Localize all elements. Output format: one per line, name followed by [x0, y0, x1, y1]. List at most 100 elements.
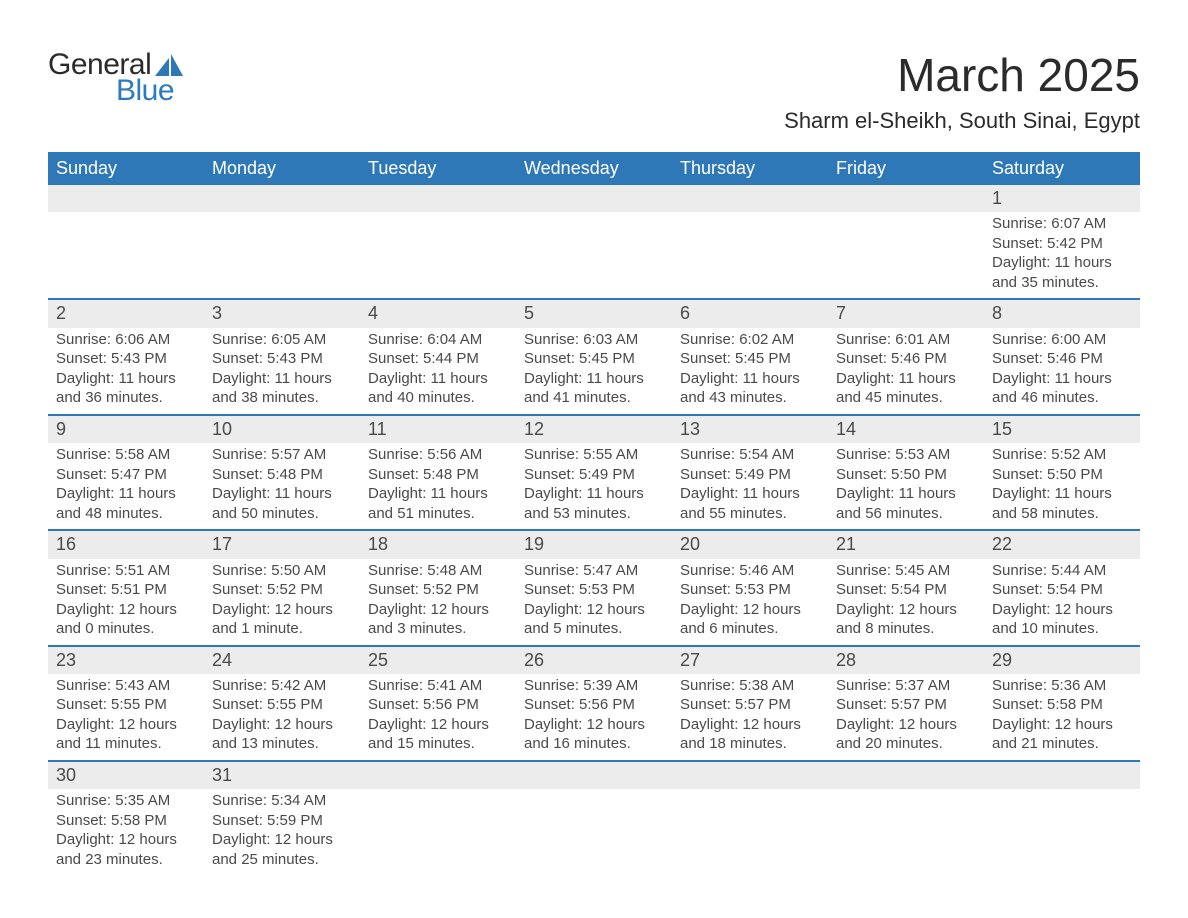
content-row: Sunrise: 5:35 AMSunset: 5:58 PMDaylight:…: [48, 789, 1140, 875]
dl2-text: and 3 minutes.: [368, 619, 508, 639]
dl1-text: Daylight: 12 hours: [524, 715, 664, 735]
day-content-cell: Sunrise: 5:53 AMSunset: 5:50 PMDaylight:…: [828, 443, 984, 530]
sunrise-text: Sunrise: 5:35 AM: [56, 791, 196, 811]
sunrise-text: Sunrise: 5:57 AM: [212, 445, 352, 465]
day-number-cell: 26: [516, 646, 672, 674]
sunset-text: Sunset: 5:54 PM: [992, 580, 1132, 600]
dl2-text: and 45 minutes.: [836, 388, 976, 408]
sunrise-text: Sunrise: 5:36 AM: [992, 676, 1132, 696]
daynum-row: 23242526272829: [48, 646, 1140, 674]
sunset-text: Sunset: 5:51 PM: [56, 580, 196, 600]
day-content-cell: Sunrise: 6:00 AMSunset: 5:46 PMDaylight:…: [984, 328, 1140, 415]
day-content-cell: [672, 789, 828, 875]
dl2-text: and 6 minutes.: [680, 619, 820, 639]
sunrise-text: Sunrise: 5:55 AM: [524, 445, 664, 465]
sunset-text: Sunset: 5:57 PM: [836, 695, 976, 715]
sunset-text: Sunset: 5:55 PM: [212, 695, 352, 715]
day-number-cell: [516, 761, 672, 789]
day-number-cell: [672, 761, 828, 789]
day-content-cell: Sunrise: 5:45 AMSunset: 5:54 PMDaylight:…: [828, 559, 984, 646]
sunset-text: Sunset: 5:42 PM: [992, 234, 1132, 254]
sunrise-text: Sunrise: 5:38 AM: [680, 676, 820, 696]
sunrise-text: Sunrise: 5:53 AM: [836, 445, 976, 465]
day-content-cell: Sunrise: 5:52 AMSunset: 5:50 PMDaylight:…: [984, 443, 1140, 530]
col-header: Sunday: [48, 152, 204, 185]
sunrise-text: Sunrise: 6:02 AM: [680, 330, 820, 350]
dl1-text: Daylight: 12 hours: [836, 600, 976, 620]
month-title: March 2025: [784, 48, 1140, 102]
dl2-text: and 8 minutes.: [836, 619, 976, 639]
sunrise-text: Sunrise: 5:48 AM: [368, 561, 508, 581]
dl1-text: Daylight: 11 hours: [992, 369, 1132, 389]
day-content-cell: [204, 212, 360, 299]
dl1-text: Daylight: 12 hours: [368, 600, 508, 620]
sail-icon: [155, 54, 183, 76]
dl2-text: and 53 minutes.: [524, 504, 664, 524]
sunset-text: Sunset: 5:58 PM: [992, 695, 1132, 715]
calendar-header-row: Sunday Monday Tuesday Wednesday Thursday…: [48, 152, 1140, 185]
header-row: General Blue March 2025 Sharm el-Sheikh,…: [48, 48, 1140, 134]
dl1-text: Daylight: 12 hours: [524, 600, 664, 620]
col-header: Thursday: [672, 152, 828, 185]
day-content-cell: Sunrise: 5:57 AMSunset: 5:48 PMDaylight:…: [204, 443, 360, 530]
sunset-text: Sunset: 5:53 PM: [524, 580, 664, 600]
day-number-cell: 21: [828, 530, 984, 558]
sunrise-text: Sunrise: 6:04 AM: [368, 330, 508, 350]
sunrise-text: Sunrise: 5:34 AM: [212, 791, 352, 811]
daynum-row: 9101112131415: [48, 415, 1140, 443]
sunrise-text: Sunrise: 6:00 AM: [992, 330, 1132, 350]
day-content-cell: Sunrise: 5:38 AMSunset: 5:57 PMDaylight:…: [672, 674, 828, 761]
dl1-text: Daylight: 12 hours: [56, 600, 196, 620]
day-number-cell: 4: [360, 299, 516, 327]
dl2-text: and 25 minutes.: [212, 850, 352, 870]
day-number-cell: [516, 185, 672, 212]
sunset-text: Sunset: 5:50 PM: [836, 465, 976, 485]
sunset-text: Sunset: 5:56 PM: [524, 695, 664, 715]
day-content-cell: Sunrise: 5:35 AMSunset: 5:58 PMDaylight:…: [48, 789, 204, 875]
sunset-text: Sunset: 5:46 PM: [992, 349, 1132, 369]
day-number-cell: 7: [828, 299, 984, 327]
dl2-text: and 20 minutes.: [836, 734, 976, 754]
sunset-text: Sunset: 5:44 PM: [368, 349, 508, 369]
day-number-cell: [828, 185, 984, 212]
dl2-text: and 56 minutes.: [836, 504, 976, 524]
dl1-text: Daylight: 12 hours: [56, 715, 196, 735]
content-row: Sunrise: 5:43 AMSunset: 5:55 PMDaylight:…: [48, 674, 1140, 761]
sunset-text: Sunset: 5:43 PM: [212, 349, 352, 369]
sunset-text: Sunset: 5:55 PM: [56, 695, 196, 715]
dl1-text: Daylight: 11 hours: [836, 484, 976, 504]
day-content-cell: Sunrise: 5:37 AMSunset: 5:57 PMDaylight:…: [828, 674, 984, 761]
sunrise-text: Sunrise: 5:43 AM: [56, 676, 196, 696]
sunrise-text: Sunrise: 5:52 AM: [992, 445, 1132, 465]
day-number-cell: [360, 185, 516, 212]
sunrise-text: Sunrise: 6:06 AM: [56, 330, 196, 350]
day-number-cell: [204, 185, 360, 212]
dl1-text: Daylight: 11 hours: [524, 369, 664, 389]
day-number-cell: 12: [516, 415, 672, 443]
day-content-cell: Sunrise: 5:56 AMSunset: 5:48 PMDaylight:…: [360, 443, 516, 530]
dl2-text: and 41 minutes.: [524, 388, 664, 408]
dl1-text: Daylight: 12 hours: [992, 600, 1132, 620]
sunrise-text: Sunrise: 5:46 AM: [680, 561, 820, 581]
dl2-text: and 11 minutes.: [56, 734, 196, 754]
dl2-text: and 38 minutes.: [212, 388, 352, 408]
day-number-cell: 10: [204, 415, 360, 443]
sunrise-text: Sunrise: 6:01 AM: [836, 330, 976, 350]
day-content-cell: [516, 212, 672, 299]
dl1-text: Daylight: 12 hours: [836, 715, 976, 735]
sunrise-text: Sunrise: 5:39 AM: [524, 676, 664, 696]
dl2-text: and 48 minutes.: [56, 504, 196, 524]
day-content-cell: [48, 212, 204, 299]
sunrise-text: Sunrise: 5:45 AM: [836, 561, 976, 581]
day-content-cell: Sunrise: 5:46 AMSunset: 5:53 PMDaylight:…: [672, 559, 828, 646]
dl1-text: Daylight: 11 hours: [992, 484, 1132, 504]
day-number-cell: 3: [204, 299, 360, 327]
day-number-cell: 25: [360, 646, 516, 674]
day-content-cell: Sunrise: 6:04 AMSunset: 5:44 PMDaylight:…: [360, 328, 516, 415]
dl1-text: Daylight: 11 hours: [680, 484, 820, 504]
dl2-text: and 50 minutes.: [212, 504, 352, 524]
dl1-text: Daylight: 11 hours: [368, 369, 508, 389]
day-content-cell: [828, 789, 984, 875]
day-content-cell: Sunrise: 5:50 AMSunset: 5:52 PMDaylight:…: [204, 559, 360, 646]
sunset-text: Sunset: 5:47 PM: [56, 465, 196, 485]
